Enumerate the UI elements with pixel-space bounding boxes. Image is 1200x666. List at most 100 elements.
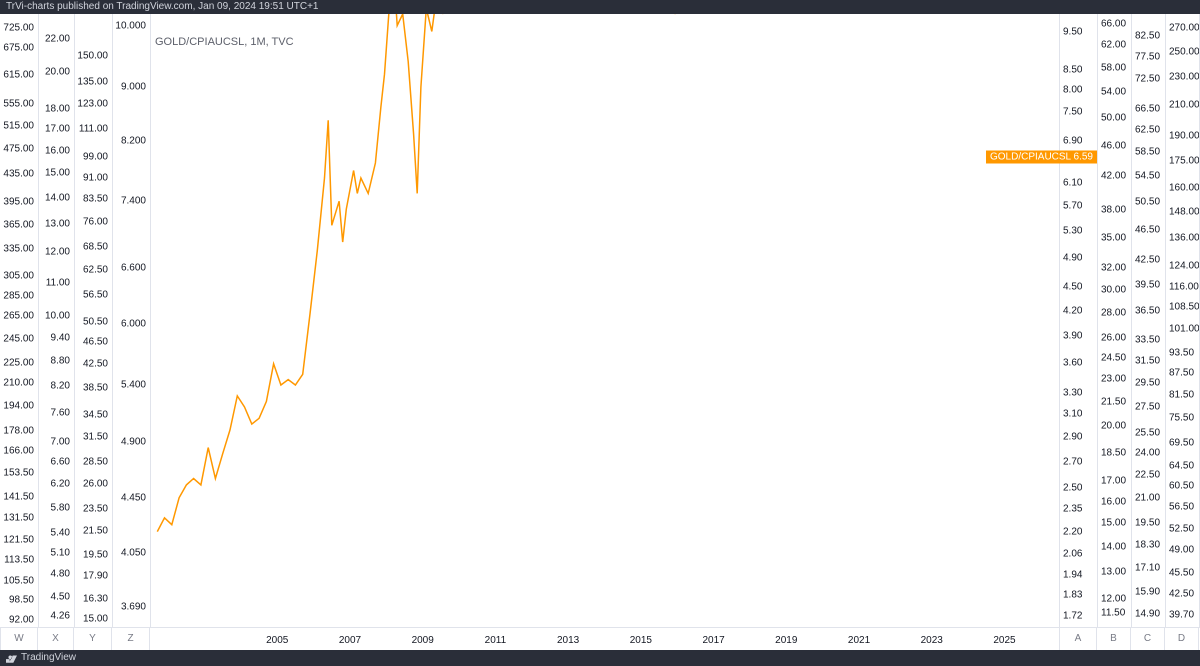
axis-tick: 87.50	[1169, 367, 1194, 378]
scale-button-B[interactable]: B	[1097, 628, 1131, 650]
y-axis-W[interactable]: 92.0098.50105.50113.50121.50131.50141.50…	[0, 14, 38, 628]
y-axis-A[interactable]: 1.721.831.942.062.202.352.502.702.903.10…	[1059, 14, 1097, 628]
axis-tick: 49.00	[1169, 545, 1194, 556]
axis-tick: 108.50	[1169, 302, 1200, 313]
axis-tick: 23.50	[83, 504, 108, 515]
axis-tick: 58.50	[1135, 146, 1160, 157]
axis-tick: 62.50	[83, 264, 108, 275]
axis-tick: 8.80	[51, 356, 70, 367]
axis-tick: 25.50	[1135, 427, 1160, 438]
axis-tick: 121.50	[3, 535, 34, 546]
branding-text: TradingView	[21, 650, 76, 666]
axis-tick: 7.00	[51, 436, 70, 447]
axis-tick: 31.50	[1135, 356, 1160, 367]
branding-bar: TradingView	[0, 650, 1200, 666]
axis-tick: 77.50	[1135, 51, 1160, 62]
axis-tick: 31.50	[83, 432, 108, 443]
axis-tick: 225.00	[3, 358, 34, 369]
time-tick: 2021	[848, 635, 870, 646]
axis-tick: 285.00	[3, 290, 34, 301]
y-axis-C[interactable]: 14.9015.9017.1018.3019.5021.0022.5024.00…	[1131, 14, 1165, 628]
axis-tick: 68.50	[83, 242, 108, 253]
axis-tick: 36.50	[1135, 306, 1160, 317]
scale-button-W[interactable]: W	[0, 628, 38, 650]
axis-tick: 3.10	[1063, 409, 1082, 420]
axis-tick: 62.00	[1101, 40, 1126, 51]
axis-tick: 1.94	[1063, 569, 1082, 580]
axis-tick: 13.00	[1101, 566, 1126, 577]
axis-tick: 9.000	[121, 82, 146, 93]
axis-tick: 123.00	[77, 99, 108, 110]
axis-tick: 10.00	[45, 311, 70, 322]
chart-area: GOLD/CPIAUCSL, 1M, TVC 20052007200920112…	[0, 14, 1200, 650]
axis-tick: 230.00	[1169, 72, 1200, 83]
time-axis[interactable]: 2005200720092011201320152017201920212023…	[0, 628, 1200, 650]
axis-tick: 9.40	[51, 332, 70, 343]
axis-tick: 27.50	[1135, 402, 1160, 413]
scale-button-A[interactable]: A	[1059, 628, 1097, 650]
scale-button-D[interactable]: D	[1165, 628, 1199, 650]
scale-button-Y[interactable]: Y	[74, 628, 112, 650]
axis-tick: 2.50	[1063, 482, 1082, 493]
axis-tick: 365.00	[3, 219, 34, 230]
axis-tick: 46.50	[83, 337, 108, 348]
axis-tick: 3.30	[1063, 388, 1082, 399]
axis-tick: 21.50	[83, 525, 108, 536]
axis-tick: 8.200	[121, 136, 146, 147]
axis-tick: 26.00	[1101, 333, 1126, 344]
axis-tick: 12.00	[1101, 593, 1126, 604]
scale-button-X[interactable]: X	[38, 628, 74, 650]
axis-tick: 92.00	[9, 615, 34, 626]
axis-tick: 13.00	[45, 218, 70, 229]
axis-tick: 34.50	[83, 410, 108, 421]
axis-tick: 83.50	[83, 194, 108, 205]
scale-button-C[interactable]: C	[1131, 628, 1165, 650]
axis-tick: 515.00	[3, 120, 34, 131]
axis-tick: 56.50	[83, 289, 108, 300]
axis-tick: 250.00	[1169, 46, 1200, 57]
axis-tick: 2.90	[1063, 432, 1082, 443]
axis-tick: 194.00	[3, 400, 34, 411]
axis-tick: 52.50	[1169, 524, 1194, 535]
axis-tick: 124.00	[1169, 261, 1200, 272]
y-axis-X[interactable]: 4.264.504.805.105.405.806.206.607.007.60…	[38, 14, 74, 628]
axis-tick: 81.50	[1169, 389, 1194, 400]
price-plot[interactable]	[150, 14, 1059, 628]
axis-tick: 50.00	[1101, 112, 1126, 123]
axis-tick: 3.690	[121, 602, 146, 613]
time-tick: 2015	[630, 635, 652, 646]
time-tick: 2025	[993, 635, 1015, 646]
y-axis-Y[interactable]: 15.0016.3017.9019.5021.5023.5026.0028.50…	[74, 14, 112, 628]
y-axis-B[interactable]: 11.5012.0013.0014.0015.0016.0017.0018.50…	[1097, 14, 1131, 628]
axis-tick: 30.00	[1101, 284, 1126, 295]
axis-tick: 39.70	[1169, 609, 1194, 620]
axis-tick: 69.50	[1169, 438, 1194, 449]
y-axis-Z[interactable]: 3.6904.0504.4504.9005.4006.0006.6007.400…	[112, 14, 150, 628]
axis-tick: 1.83	[1063, 589, 1082, 600]
axis-tick: 555.00	[3, 99, 34, 110]
axis-tick: 435.00	[3, 169, 34, 180]
axis-tick: 4.90	[1063, 252, 1082, 263]
axis-tick: 4.26	[51, 611, 70, 622]
scale-button-Z[interactable]: Z	[112, 628, 150, 650]
axis-tick: 4.50	[1063, 282, 1082, 293]
axis-tick: 2.35	[1063, 504, 1082, 515]
axis-tick: 54.00	[1101, 86, 1126, 97]
axis-tick: 8.00	[1063, 85, 1082, 96]
axis-tick: 66.00	[1101, 19, 1126, 30]
axis-tick: 60.50	[1169, 480, 1194, 491]
axis-tick: 22.00	[45, 33, 70, 44]
axis-tick: 3.60	[1063, 358, 1082, 369]
axis-tick: 5.30	[1063, 226, 1082, 237]
axis-tick: 33.50	[1135, 335, 1160, 346]
axis-tick: 153.50	[3, 468, 34, 479]
axis-tick: 135.00	[77, 76, 108, 87]
y-axis-D[interactable]: 39.7042.5045.5049.0052.5056.5060.5064.50…	[1165, 14, 1199, 628]
axis-tick: 24.00	[1135, 448, 1160, 459]
axis-tick: 16.00	[1101, 496, 1126, 507]
axis-tick: 210.00	[3, 378, 34, 389]
time-tick: 2005	[266, 635, 288, 646]
axis-tick: 131.50	[3, 512, 34, 523]
axis-tick: 10.000	[115, 20, 146, 31]
axis-tick: 5.80	[51, 502, 70, 513]
